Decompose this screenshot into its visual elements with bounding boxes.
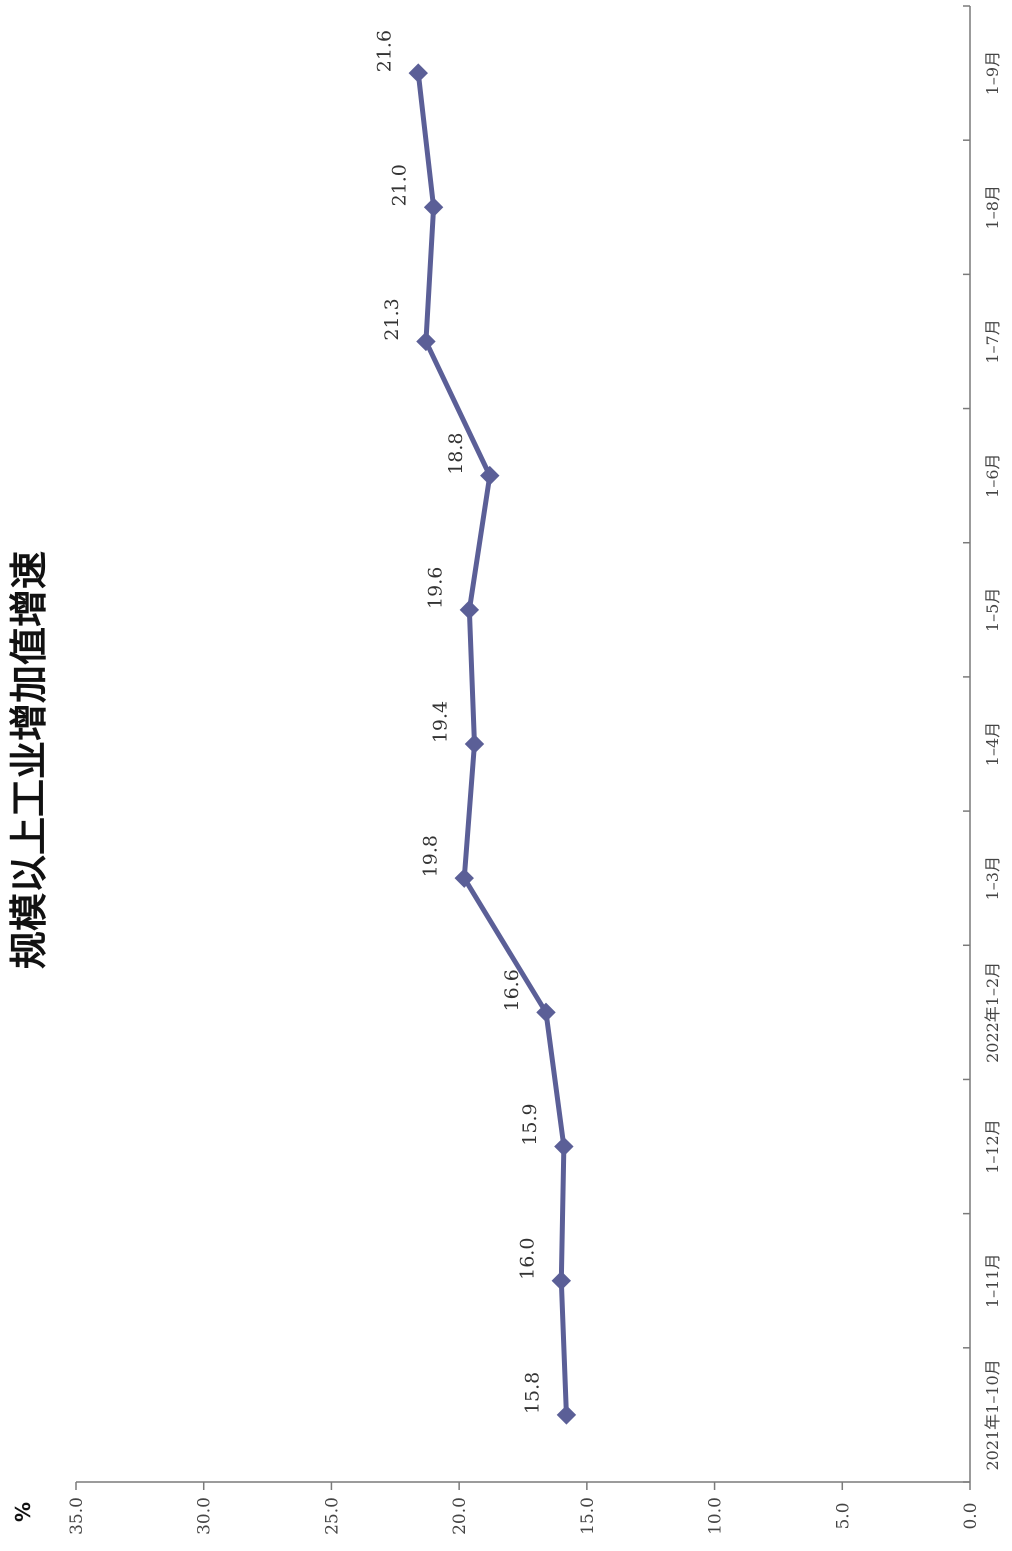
category-tick-label: 1–5月: [983, 588, 1002, 632]
data-point-marker: [551, 1271, 572, 1291]
category-tick-label: 1–6月: [983, 453, 1002, 497]
category-tick-label: 2022年1–2月: [983, 962, 1002, 1063]
category-tick-label: 1–11月: [983, 1253, 1002, 1308]
data-point-marker: [536, 1002, 556, 1023]
category-tick-label: 1–7月: [983, 319, 1002, 363]
data-point-marker: [556, 1405, 577, 1425]
value-tick-label: 15.0: [578, 1497, 598, 1535]
category-tick-label: 1–3月: [983, 856, 1002, 900]
data-point-marker: [464, 734, 485, 754]
value-tick-label: 5.0: [833, 1502, 853, 1529]
data-point-marker: [454, 868, 474, 888]
data-label: 19.8: [419, 835, 441, 877]
data-label: 18.8: [445, 432, 467, 474]
category-tick-label: 2021年1–10月: [983, 1359, 1002, 1470]
data-point-marker: [408, 63, 428, 83]
data-label: 19.4: [429, 701, 451, 743]
data-label: 16.0: [516, 1238, 538, 1280]
y-axis-unit: %: [11, 1502, 35, 1522]
category-tick-label: 1–4月: [983, 722, 1002, 766]
data-label: 15.8: [521, 1372, 543, 1414]
category-tick-label: 1–8月: [983, 185, 1002, 229]
value-tick-label: 20.0: [450, 1497, 470, 1535]
data-point-marker: [423, 197, 444, 217]
data-label: 16.6: [501, 969, 523, 1011]
category-tick-label: 1–9月: [983, 51, 1002, 95]
data-label: 15.9: [519, 1103, 541, 1145]
data-point-marker: [554, 1136, 574, 1157]
value-tick-label: 10.0: [706, 1497, 726, 1535]
value-tick-label: 25.0: [322, 1497, 342, 1535]
data-labels: 15.8 16.0 15.9 16.6 19.8 19.4 19.6 18.8 21.3 21.0…: [373, 30, 543, 1414]
category-axis-ticks: 2021年1–10月 1–11月 1–12月 2022年1–2月 1–3月 1–4月 1–5…: [963, 5, 1002, 1483]
value-axis-ticks: 0.0 5.0 10.0 15.0 20.0 25.0 30.0 35.0: [67, 1482, 981, 1535]
category-tick-label: 1–12月: [983, 1119, 1002, 1174]
value-tick-label: 35.0: [67, 1497, 87, 1535]
series-markers: [408, 63, 577, 1425]
value-tick-label: 0.0: [961, 1502, 981, 1529]
data-label: 19.6: [424, 567, 446, 609]
data-point-marker: [480, 465, 500, 486]
chart-title: 规模以上工业增加值增速: [7, 551, 51, 969]
data-label: 21.3: [381, 298, 403, 340]
data-label: 21.0: [389, 164, 411, 206]
data-point-marker: [459, 600, 480, 620]
value-tick-label: 30.0: [195, 1497, 215, 1535]
data-point-marker: [416, 331, 436, 352]
data-label: 21.6: [373, 30, 395, 72]
